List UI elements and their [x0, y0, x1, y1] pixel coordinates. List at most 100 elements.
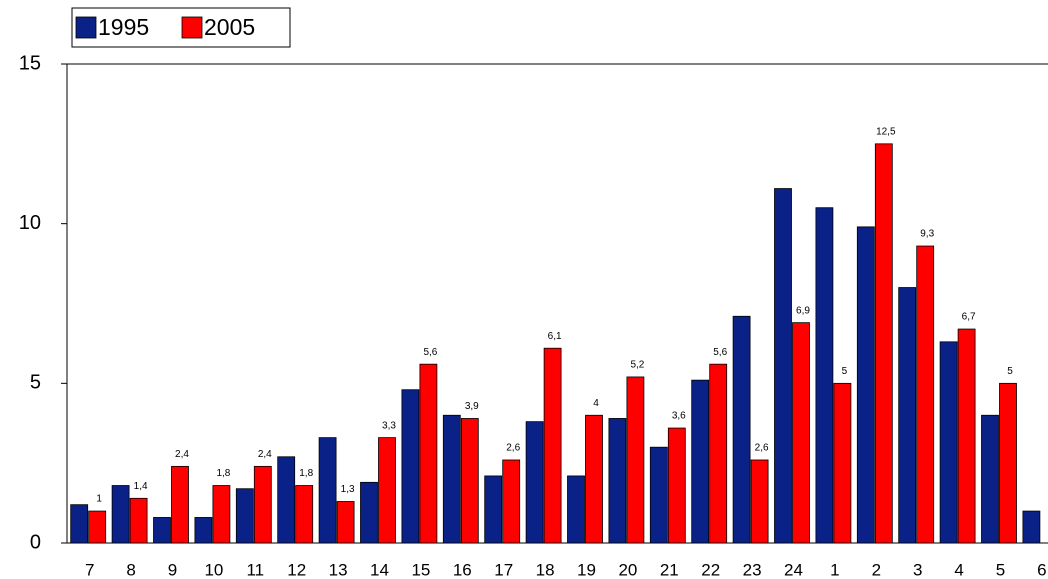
bar [916, 245, 935, 544]
x-tick-label: 23 [743, 560, 762, 579]
value-label: 1,4 [134, 481, 148, 492]
value-label: 2,6 [755, 443, 769, 454]
value-label: 1 [96, 494, 102, 505]
x-tick-label: 9 [168, 560, 177, 579]
bar [295, 485, 314, 544]
value-label: 5 [1007, 366, 1013, 377]
bar [360, 481, 378, 544]
bar [1022, 510, 1041, 544]
x-tick-label: 20 [618, 560, 637, 579]
value-label: 6,9 [796, 305, 810, 316]
value-label: 3,3 [382, 420, 396, 431]
value-label: 9,3 [920, 229, 934, 240]
bar [212, 485, 231, 544]
x-tick-label: 4 [954, 560, 963, 579]
value-label: 1,8 [299, 468, 313, 479]
value-label: 1,3 [341, 484, 355, 495]
bar [709, 363, 728, 544]
x-tick-label: 1 [830, 560, 839, 579]
value-label: 6,1 [548, 331, 562, 342]
x-tick-label: 19 [577, 560, 596, 579]
bar [171, 465, 189, 544]
bar [111, 485, 130, 544]
x-tick-label: 21 [660, 560, 679, 579]
x-tick-label: 3 [913, 560, 922, 579]
x-tick-label: 15 [411, 560, 430, 579]
bar [502, 459, 521, 544]
bar [957, 328, 976, 544]
bar [567, 475, 585, 544]
x-tick-label: 11 [246, 560, 264, 579]
x-tick-label: 17 [494, 560, 513, 579]
legend-swatch [75, 16, 97, 39]
x-tick-label: 13 [329, 560, 348, 579]
value-label: 2,4 [258, 449, 272, 460]
y-tick-label: 15 [19, 52, 41, 74]
bar [691, 379, 710, 544]
value-label: 4 [593, 398, 599, 409]
bar [543, 347, 562, 544]
bar [815, 207, 834, 544]
bar [792, 322, 810, 544]
bar [277, 456, 296, 544]
legend-label: 1995 [98, 14, 149, 40]
bar [419, 363, 438, 544]
bar [153, 517, 171, 544]
value-label: 5 [842, 366, 848, 377]
bar [194, 517, 213, 544]
x-tick-label: 24 [784, 560, 803, 579]
x-tick-label: 18 [536, 560, 555, 579]
bar [608, 418, 627, 544]
y-tick-label: 10 [19, 212, 41, 234]
value-label: 3,9 [465, 401, 479, 412]
bar [442, 414, 461, 544]
bar [626, 376, 645, 544]
value-label: 6,7 [962, 312, 976, 323]
bar [401, 389, 420, 544]
value-label: 2,4 [175, 449, 189, 460]
bar [667, 427, 686, 544]
bar [898, 287, 917, 544]
x-tick-label: 22 [701, 560, 720, 579]
bar [939, 341, 958, 544]
value-label: 3,6 [672, 411, 686, 422]
value-label: 12,5 [876, 126, 896, 137]
bar [874, 143, 893, 544]
x-tick-label: 2 [872, 560, 881, 579]
x-tick-label: 12 [287, 560, 306, 579]
bar [649, 446, 668, 544]
legend-swatch [181, 16, 203, 39]
bar [750, 459, 769, 544]
value-label: 5,6 [423, 347, 437, 358]
bar [378, 437, 396, 544]
legend: 1995 2005 [71, 7, 291, 48]
bar [732, 315, 751, 544]
bar [585, 414, 603, 544]
x-tick-label: 7 [85, 560, 94, 579]
x-tick-label: 10 [204, 560, 223, 579]
x-tick-label: 5 [996, 560, 1005, 579]
legend-label: 2005 [204, 14, 255, 40]
x-tick-label: 16 [453, 560, 472, 579]
legend-box [71, 7, 291, 48]
bar [981, 414, 999, 544]
y-tick-label: 5 [30, 372, 41, 394]
bar [833, 382, 852, 544]
bar [525, 421, 544, 544]
value-label: 5,6 [713, 347, 727, 358]
bar [70, 504, 89, 544]
bar [774, 188, 792, 544]
bar [129, 497, 148, 544]
value-label: 1,8 [216, 468, 230, 479]
bar [88, 510, 107, 544]
value-label: 5,2 [630, 360, 644, 371]
x-tick-label: 8 [126, 560, 135, 579]
bar [336, 501, 355, 544]
bar [999, 382, 1017, 544]
bar [318, 437, 337, 544]
bar [484, 475, 503, 544]
x-tick-label: 6 [1037, 560, 1046, 579]
bar [253, 465, 272, 544]
bar [856, 226, 875, 544]
